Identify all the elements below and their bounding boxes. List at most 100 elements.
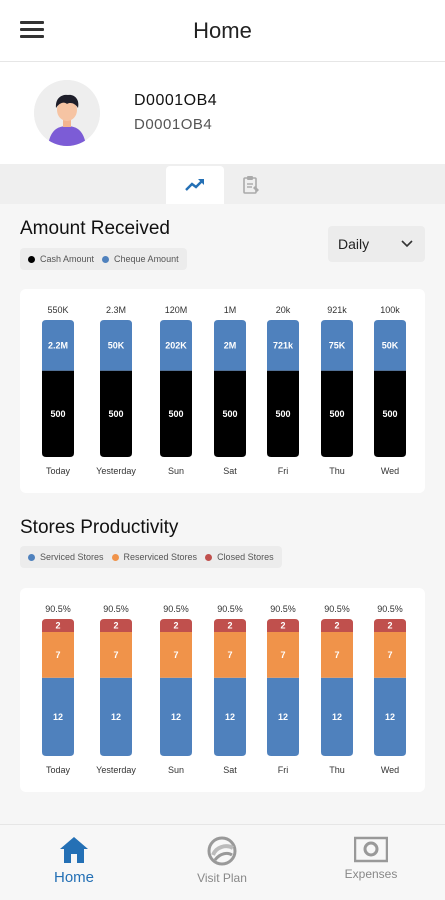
data-label-cash: 500 — [168, 409, 183, 419]
tab-trends[interactable] — [166, 166, 224, 204]
period-dropdown[interactable]: Daily — [328, 226, 425, 262]
bar-segment-closed-stores — [160, 619, 192, 633]
data-label-cheque: 75K — [329, 340, 346, 350]
bar-total-label: 90.5% — [163, 604, 189, 614]
data-label-cash: 500 — [275, 409, 290, 419]
data-label: 2 — [55, 621, 60, 631]
data-label: 7 — [55, 650, 60, 660]
data-label: 12 — [278, 712, 288, 722]
bar-total-label: 2.3M — [106, 305, 126, 315]
bar-total-label: 1M — [224, 305, 237, 315]
page-title: Home — [193, 18, 252, 43]
bar-segment-reserviced-stores — [160, 632, 192, 678]
stores-productivity-legend: Serviced Stores Reserviced Stores Closed… — [20, 546, 282, 568]
bar-total-label: 90.5% — [217, 604, 243, 614]
legend-item-cash: Cash Amount — [28, 254, 94, 264]
expenses-camera-icon — [354, 836, 388, 863]
x-tick-label: Yesterday — [96, 466, 136, 476]
bar-cheque-amount — [214, 320, 246, 371]
x-tick-label: Today — [46, 466, 71, 476]
bar-segment-closed-stores — [321, 619, 353, 633]
amount-received-legend: Cash Amount Cheque Amount — [20, 248, 187, 270]
legend-dot-icon — [102, 255, 110, 263]
bar-segment-serviced-stores — [100, 677, 132, 756]
bar-cheque-amount — [321, 320, 353, 371]
dashboard-content: Amount Received Cash Amount Cheque Amoun… — [0, 204, 445, 824]
nav-home-label: Home — [53, 869, 94, 886]
amount-received-chart-svg: 2.2M 500 550K Today 50K 500 2.3M Yesterday 202K 5… — [42, 305, 406, 476]
data-label: 2 — [173, 621, 178, 631]
hamburger-menu-icon[interactable] — [20, 21, 44, 41]
profile-card: D0001OB4 D0001OB4 — [0, 62, 445, 164]
x-tick-label: Fri — [278, 466, 289, 476]
x-tick-label: Yesterday — [96, 765, 136, 775]
nav-home[interactable]: Home — [14, 835, 134, 886]
data-label-cheque: 721k — [273, 340, 294, 350]
user-avatar-icon[interactable] — [34, 80, 100, 146]
legend-label: Closed Stores — [217, 552, 274, 562]
data-label-cheque: 2.2M — [48, 340, 68, 350]
bar-cash-amount — [214, 370, 246, 457]
report-clipboard-icon — [243, 176, 259, 194]
data-label: 7 — [334, 650, 339, 660]
data-label: 7 — [173, 650, 178, 660]
legend-dot-icon — [111, 553, 119, 561]
bar-total-label: 921k — [327, 305, 347, 315]
bar-total-label: 90.5% — [103, 604, 129, 614]
bar-segment-closed-stores — [374, 619, 406, 633]
nav-expenses-label: Expenses — [344, 867, 398, 881]
legend-dot-icon — [28, 255, 35, 263]
amount-received-title: Amount Received — [20, 218, 170, 239]
profile-name: D0001OB4 — [134, 92, 218, 109]
legend-item-cheque: Cheque Amount — [102, 254, 179, 264]
data-label-cheque: 2M — [224, 340, 237, 350]
tab-reports[interactable] — [222, 166, 280, 204]
data-label: 2 — [280, 621, 285, 631]
x-tick-label: Thu — [329, 765, 345, 775]
legend-label: Cash Amount — [40, 254, 95, 264]
bar-segment-closed-stores — [42, 619, 74, 633]
legend-dot-icon — [205, 553, 213, 561]
data-label-cash: 500 — [329, 409, 344, 419]
bar-cash-amount — [321, 370, 353, 457]
bar-total-label: 90.5% — [270, 604, 296, 614]
bar-segment-closed-stores — [214, 619, 246, 633]
bar-segment-serviced-stores — [42, 677, 74, 756]
data-label: 2 — [334, 621, 339, 631]
bar-cheque-amount — [100, 320, 132, 371]
bar-total-label: 120M — [165, 305, 188, 315]
period-dropdown-value: Daily — [338, 236, 370, 252]
legend-item-reserviced: Reserviced Stores — [111, 552, 198, 562]
bar-segment-reserviced-stores — [321, 632, 353, 678]
trending-up-icon — [185, 179, 204, 191]
data-label: 12 — [111, 712, 121, 722]
chevron-down-icon — [401, 240, 413, 248]
bar-segment-reserviced-stores — [100, 632, 132, 678]
bar-segment-serviced-stores — [160, 677, 192, 756]
nav-expenses[interactable]: Expenses — [311, 835, 431, 881]
legend-label: Reserviced Stores — [123, 552, 198, 562]
data-label: 12 — [171, 712, 181, 722]
data-label-cash: 500 — [50, 409, 65, 419]
x-tick-label: Sun — [168, 466, 184, 476]
profile-id: D0001OB4 — [134, 116, 213, 133]
legend-label: Serviced Stores — [40, 552, 104, 562]
data-label-cash: 500 — [108, 409, 123, 419]
bar-cheque-amount — [267, 320, 299, 371]
bar-segment-reserviced-stores — [267, 632, 299, 678]
data-label: 12 — [385, 712, 395, 722]
bottom-navigation: Home Visit Plan Expenses — [0, 824, 445, 900]
data-label: 12 — [332, 712, 342, 722]
x-tick-label: Wed — [381, 765, 399, 775]
stores-productivity-chart-svg: 12 7 2 90.5% Today 12 7 2 90.5% Yesterday 12 7 2 90.5… — [42, 604, 406, 775]
bar-total-label: 550K — [47, 305, 68, 315]
x-tick-label: Wed — [381, 466, 399, 476]
x-tick-label: Fri — [278, 765, 289, 775]
bar-total-label: 20k — [276, 305, 291, 315]
nav-visit-plan[interactable]: Visit Plan — [162, 835, 282, 885]
data-label-cheque: 202K — [165, 340, 187, 350]
bar-cash-amount — [100, 370, 132, 457]
legend-dot-icon — [28, 553, 35, 561]
data-label: 12 — [53, 712, 63, 722]
data-label: 2 — [227, 621, 232, 631]
